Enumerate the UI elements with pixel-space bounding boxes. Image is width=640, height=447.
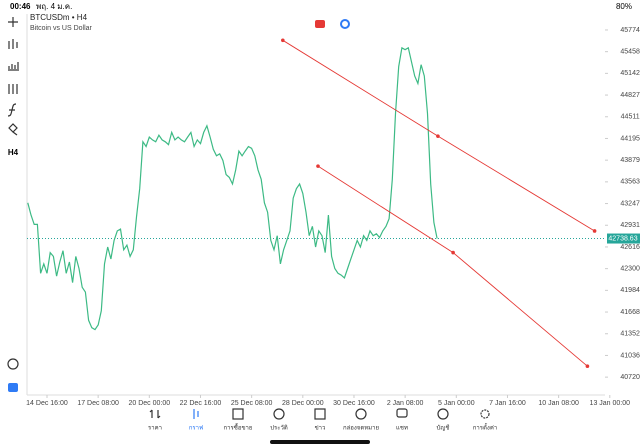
y-tick-label: 41036.80 (620, 352, 640, 359)
y-tick-label: 45142.85 (620, 70, 640, 77)
nav-icon[interactable] (273, 408, 285, 420)
trend-point (316, 164, 320, 168)
trend-point (585, 364, 590, 369)
x-tick-label: 14 Dec 16:00 (26, 400, 68, 407)
crosshair-tool[interactable] (8, 17, 18, 27)
chart-description: Bitcoin vs US Dollar (30, 25, 93, 32)
x-tick-label: 17 Dec 08:00 (77, 400, 119, 407)
status-date: พฤ. 4 ม.ค. (36, 2, 72, 11)
x-tick-label: 7 Jan 16:00 (489, 400, 526, 407)
nav-icon[interactable] (355, 408, 367, 420)
objects-tool[interactable] (8, 84, 18, 94)
trend-point (451, 250, 455, 255)
trend-point (436, 134, 440, 138)
nav-icon[interactable] (193, 409, 199, 419)
indicators-tool[interactable] (8, 62, 19, 71)
x-tick-label: 13 Jan 00:00 (590, 400, 631, 407)
y-tick-label: 45774.55 (620, 27, 640, 34)
nav-label[interactable]: บัญชี (437, 424, 450, 432)
sell-icon[interactable] (315, 20, 325, 28)
nav-icon[interactable] (480, 409, 490, 419)
timeframe[interactable]: H4 (8, 148, 19, 157)
y-tick-label: 44827.00 (620, 92, 640, 99)
function-tool[interactable] (7, 103, 17, 117)
nav-label[interactable]: การตั้งค่า (473, 422, 497, 432)
nav-icon[interactable] (396, 408, 408, 418)
x-tick-label: 30 Dec 16:00 (333, 400, 375, 407)
nav-label[interactable]: แชท (396, 425, 408, 432)
nav-icon[interactable] (149, 409, 161, 419)
app-icon[interactable] (8, 383, 18, 392)
y-tick-label: 40720.95 (620, 374, 640, 381)
trend-point (592, 229, 597, 233)
nav-label[interactable]: การซื้อขาย (224, 422, 253, 432)
nav-label[interactable]: กราฟ (189, 425, 203, 432)
price-line (27, 46, 438, 331)
chart-symbol: BTCUSDm • H4 (30, 13, 88, 22)
y-tick-label: 44195.30 (620, 135, 640, 142)
status-battery: 80% (616, 2, 632, 11)
y-tick-label: 41668.50 (620, 309, 640, 316)
y-tick-label: 44511.15 (621, 114, 640, 121)
y-tick-label: 43563.60 (620, 179, 640, 186)
y-tick-label: 43879.45 (620, 157, 640, 164)
x-tick-label: 20 Dec 00:00 (128, 400, 170, 407)
x-tick-label: 22 Dec 16:00 (180, 400, 222, 407)
y-tick-label: 42931.90 (620, 222, 640, 229)
trend-line (317, 165, 588, 367)
y-tick-label: 45458.70 (620, 49, 640, 56)
x-tick-label: 10 Jan 08:00 (538, 400, 579, 407)
x-tick-label: 2 Jan 08:00 (387, 400, 424, 407)
x-tick-label: 25 Dec 08:00 (231, 400, 273, 407)
current-price-label: 42738.63 (608, 235, 637, 242)
y-tick-label: 42616.05 (620, 244, 640, 251)
nav-label[interactable]: กล่องจดหมาย (343, 425, 379, 432)
search-tool[interactable] (7, 358, 19, 370)
nav-icon[interactable] (437, 408, 449, 420)
x-tick-label: 28 Dec 00:00 (282, 400, 324, 407)
nav-label[interactable]: ข่าว (315, 425, 326, 432)
nav-icon[interactable] (314, 408, 326, 420)
chart-type-tool[interactable] (8, 39, 18, 49)
y-tick-label: 41352.65 (620, 331, 640, 338)
nav-icon[interactable] (232, 408, 244, 420)
nav-label[interactable]: ราคา (148, 425, 162, 432)
y-tick-label: 42300.20 (620, 265, 640, 272)
home-indicator (270, 440, 370, 444)
buy-icon[interactable] (340, 19, 350, 29)
nav-label[interactable]: ประวัติ (270, 425, 288, 432)
current-price-box (607, 233, 640, 244)
y-tick-label: 43247.75 (620, 200, 640, 207)
x-tick-label: 5 Jan 00:00 (438, 400, 475, 407)
shapes-tool[interactable] (8, 123, 18, 136)
y-tick-label: 41984.35 (620, 287, 640, 294)
trend-point (281, 38, 285, 43)
status-time: 00:46 (10, 2, 31, 11)
